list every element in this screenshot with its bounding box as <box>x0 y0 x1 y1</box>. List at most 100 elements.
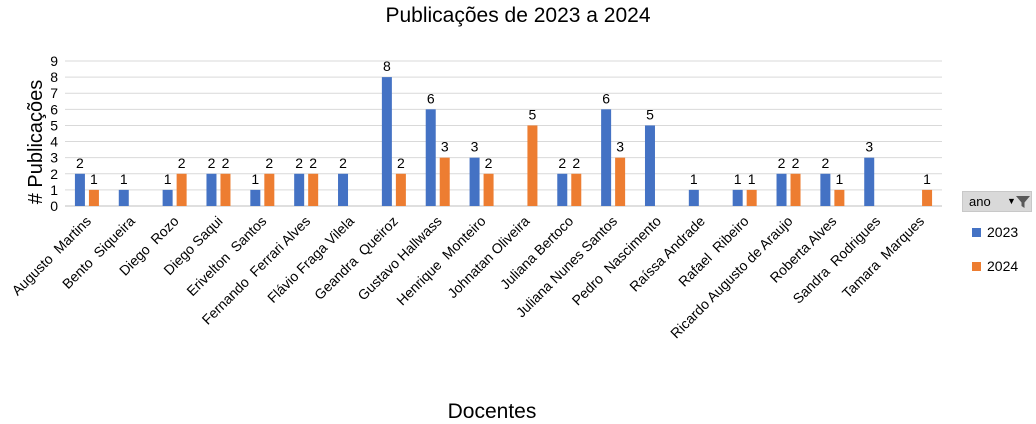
data-label-2023: 2 <box>558 155 566 171</box>
bar-2024[interactable] <box>483 173 494 206</box>
legend-swatch-2024 <box>972 261 981 271</box>
data-label-2023: 6 <box>427 90 435 106</box>
gridlines <box>65 60 942 207</box>
bar-2023[interactable] <box>294 173 305 206</box>
bar-2023[interactable] <box>469 157 480 206</box>
y-tick-label: 2 <box>50 166 58 182</box>
bar-2023[interactable] <box>338 173 349 206</box>
y-tick-label: 8 <box>50 69 58 85</box>
data-label-2023: 8 <box>383 58 391 74</box>
bar-2024[interactable] <box>615 157 626 206</box>
bar-2024[interactable] <box>790 173 801 206</box>
legend-label-2023: 2023 <box>987 224 1019 240</box>
data-label-2024: 3 <box>616 139 624 155</box>
x-tick-label: Raíssa Andrade <box>626 213 708 295</box>
bar-2024[interactable] <box>220 173 231 206</box>
bar-2023[interactable] <box>381 77 392 206</box>
legend-swatch-2023 <box>972 227 981 237</box>
bar-2023[interactable] <box>644 125 655 206</box>
bar-2023[interactable] <box>820 173 831 206</box>
x-axis-title: Docentes <box>448 400 537 423</box>
data-label-2023: 2 <box>295 155 303 171</box>
bar-2024[interactable] <box>439 157 450 206</box>
data-label-2024: 2 <box>792 155 800 171</box>
bars <box>74 77 933 206</box>
bar-2023[interactable] <box>74 173 85 206</box>
bar-2023[interactable] <box>206 173 217 206</box>
data-label-2024: 2 <box>178 155 186 171</box>
data-label-2024: 1 <box>923 171 931 187</box>
data-label-2023: 6 <box>602 90 610 106</box>
data-label-2023: 1 <box>734 171 742 187</box>
chart-title: Publicações de 2023 a 2024 <box>385 4 650 27</box>
y-tick-label: 5 <box>50 117 58 133</box>
x-tick-label: Augusto Martins <box>8 213 94 299</box>
bar-2023[interactable] <box>162 189 173 206</box>
y-tick-label: 9 <box>50 53 58 69</box>
data-label-2023: 1 <box>690 171 698 187</box>
data-label-2024: 2 <box>265 155 273 171</box>
data-label-2023: 2 <box>339 155 347 171</box>
data-label-2023: 1 <box>164 171 172 187</box>
y-axis-title: # Publicações <box>25 80 47 205</box>
bar-2023[interactable] <box>118 189 129 206</box>
bar-2023[interactable] <box>864 157 875 206</box>
data-label-2024: 2 <box>572 155 580 171</box>
x-tick-label: Johnatan Oliveira <box>444 213 533 302</box>
data-label-2024: 1 <box>835 171 843 187</box>
bar-2023[interactable] <box>732 189 743 206</box>
year-filter-button[interactable]: ano ▼ <box>962 191 1032 212</box>
data-label-2023: 5 <box>646 106 654 122</box>
legend-item-2024[interactable]: 2024 <box>972 256 1018 276</box>
bar-2024[interactable] <box>571 173 582 206</box>
y-tick-label: 3 <box>50 150 58 166</box>
legend-item-2023[interactable]: 2023 <box>972 222 1018 242</box>
data-label-2024: 2 <box>309 155 317 171</box>
data-label-2023: 3 <box>865 139 873 155</box>
bar-2023[interactable] <box>425 109 436 206</box>
y-tick-label: 4 <box>50 134 58 150</box>
data-label-2024: 2 <box>485 155 493 171</box>
x-tick-label: Tamara Marques <box>839 213 927 301</box>
legend-label-2024: 2024 <box>987 258 1019 274</box>
bar-2024[interactable] <box>922 189 933 206</box>
bar-2023[interactable] <box>688 189 699 206</box>
data-label-2024: 2 <box>222 155 230 171</box>
bar-2024[interactable] <box>527 125 538 206</box>
data-label-2023: 2 <box>76 155 84 171</box>
y-tick-label: 0 <box>50 198 58 214</box>
bar-2024[interactable] <box>746 189 757 206</box>
bar-2024[interactable] <box>264 173 275 206</box>
data-label-2023: 2 <box>821 155 829 171</box>
dropdown-arrow-icon: ▼ <box>1007 196 1016 206</box>
bar-2024[interactable] <box>308 173 319 206</box>
data-label-2024: 2 <box>397 155 405 171</box>
bar-2023[interactable] <box>601 109 612 206</box>
bar-2024[interactable] <box>176 173 187 206</box>
data-label-2023: 1 <box>120 171 128 187</box>
data-label-2023: 3 <box>471 139 479 155</box>
data-label-2023: 1 <box>251 171 259 187</box>
x-tick-label: Erivelton Santos <box>183 213 269 299</box>
data-label-2024: 1 <box>90 171 98 187</box>
bar-2023[interactable] <box>557 173 568 206</box>
bar-2023[interactable] <box>776 173 787 206</box>
data-label-2023: 2 <box>208 155 216 171</box>
data-label-2024: 5 <box>529 106 537 122</box>
bar-2024[interactable] <box>88 189 99 206</box>
y-tick-label: 6 <box>50 101 58 117</box>
y-tick-label: 1 <box>50 182 58 198</box>
funnel-filter-icon <box>1016 196 1030 208</box>
data-label-2024: 3 <box>441 139 449 155</box>
data-label-2024: 1 <box>748 171 756 187</box>
data-label-2023: 2 <box>778 155 786 171</box>
y-tick-label: 7 <box>50 85 58 101</box>
bar-2024[interactable] <box>834 189 845 206</box>
bar-2024[interactable] <box>395 173 406 206</box>
filter-label: ano <box>969 194 991 209</box>
bar-2023[interactable] <box>250 189 261 206</box>
